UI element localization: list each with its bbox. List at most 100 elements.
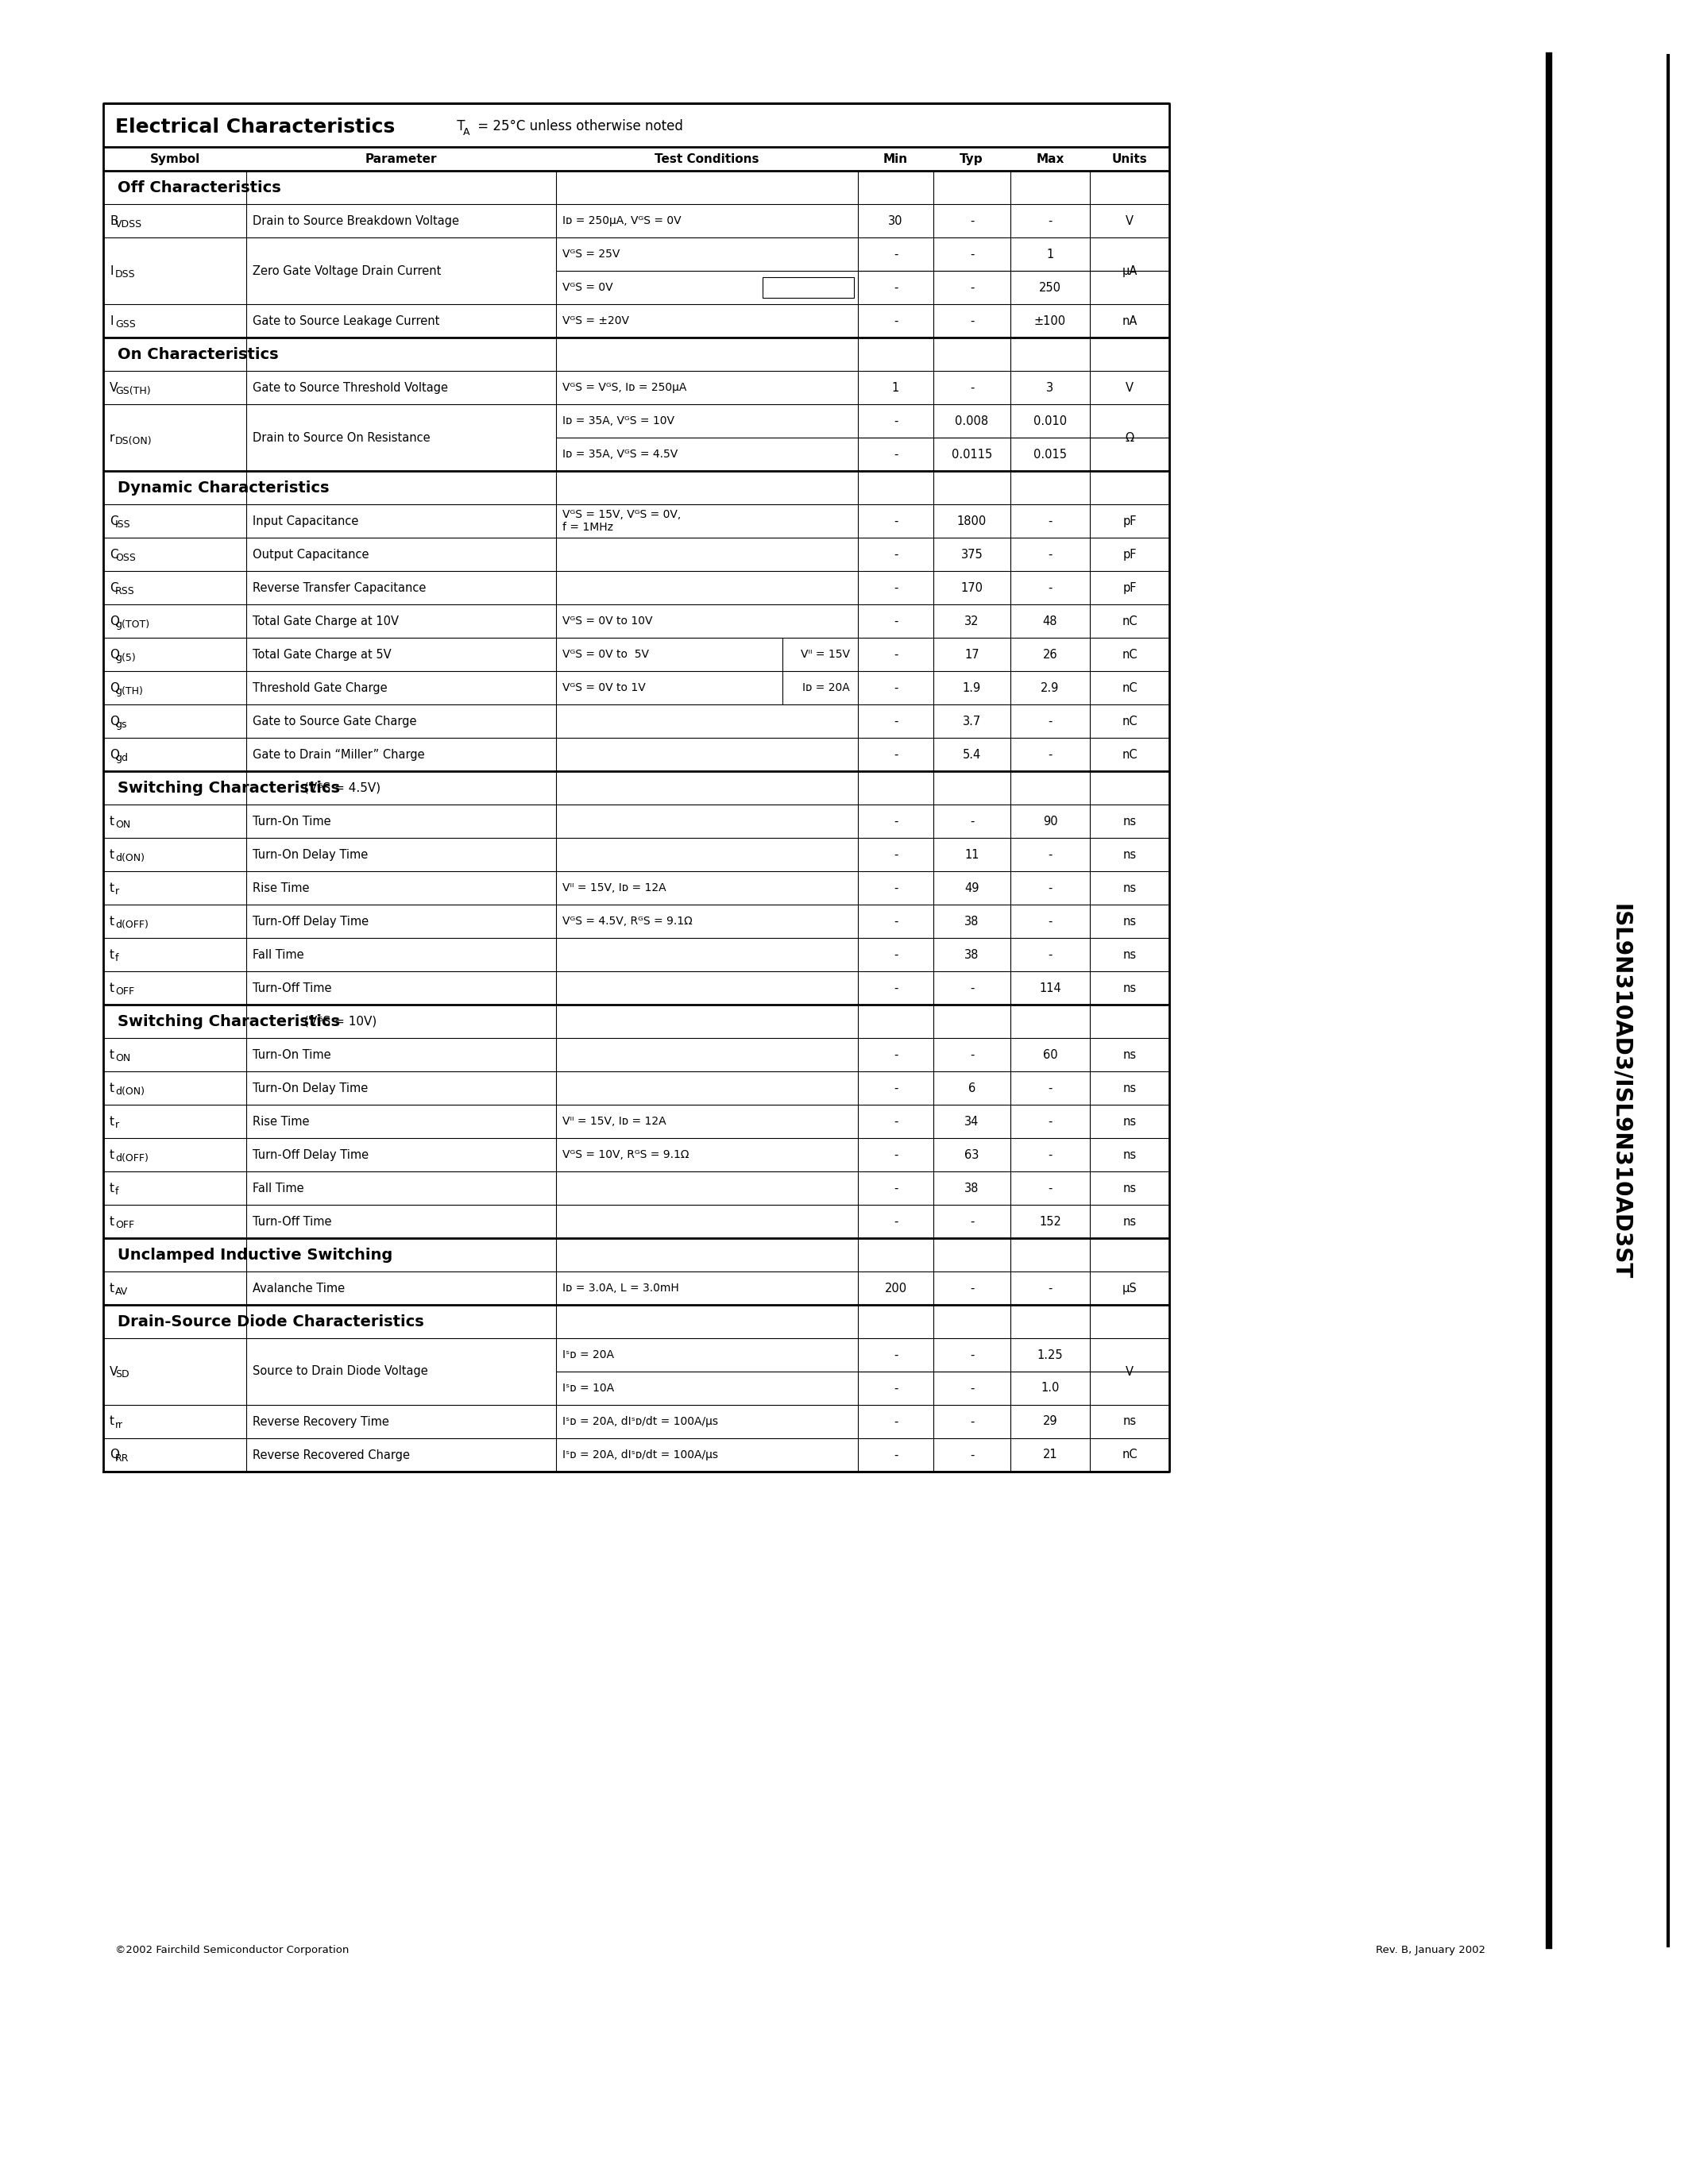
- Text: g(TH): g(TH): [115, 686, 143, 697]
- Text: -: -: [1048, 850, 1052, 860]
- Text: Q: Q: [110, 681, 120, 695]
- Text: nC: nC: [1123, 681, 1138, 695]
- Text: t: t: [110, 815, 115, 828]
- Text: Rise Time: Rise Time: [253, 1116, 309, 1127]
- Text: 38: 38: [964, 915, 979, 928]
- Text: t: t: [110, 850, 115, 860]
- Text: rr: rr: [115, 1420, 123, 1431]
- Text: Gate to Source Threshold Voltage: Gate to Source Threshold Voltage: [253, 382, 447, 393]
- Text: nC: nC: [1123, 616, 1138, 627]
- Text: ns: ns: [1123, 948, 1136, 961]
- Text: 152: 152: [1040, 1216, 1062, 1227]
- Text: On Characteristics: On Characteristics: [118, 347, 279, 363]
- Text: (VᴳS = 4.5V): (VᴳS = 4.5V): [300, 782, 380, 793]
- Text: VᴳS = 0V to 1V: VᴳS = 0V to 1V: [562, 681, 645, 692]
- Text: ns: ns: [1123, 1048, 1136, 1061]
- Text: d(OFF): d(OFF): [115, 919, 149, 930]
- Text: -: -: [893, 1182, 898, 1195]
- Text: Iᴅ = 35A, VᴳS = 10V: Iᴅ = 35A, VᴳS = 10V: [562, 415, 675, 426]
- Text: t: t: [110, 1116, 115, 1127]
- Text: ±100: ±100: [1035, 314, 1067, 328]
- Text: VᴳS = 4.5V, RᴳS = 9.1Ω: VᴳS = 4.5V, RᴳS = 9.1Ω: [562, 915, 692, 926]
- Text: 38: 38: [964, 948, 979, 961]
- Text: -: -: [893, 749, 898, 760]
- Text: Iˢᴅ = 10A: Iˢᴅ = 10A: [562, 1382, 614, 1393]
- Text: -: -: [893, 681, 898, 695]
- Text: Electrical Characteristics: Electrical Characteristics: [115, 118, 395, 138]
- Text: Iᴅ = 250μA, VᴳS = 0V: Iᴅ = 250μA, VᴳS = 0V: [562, 216, 682, 227]
- Text: g(TOT): g(TOT): [115, 618, 150, 629]
- Text: Turn-On Delay Time: Turn-On Delay Time: [253, 1081, 368, 1094]
- Text: μA: μA: [1123, 264, 1138, 277]
- Text: ON: ON: [115, 819, 130, 830]
- Text: 63: 63: [964, 1149, 979, 1160]
- Text: Max: Max: [1036, 153, 1063, 164]
- Text: V: V: [110, 1365, 118, 1378]
- Text: gd: gd: [115, 753, 128, 762]
- Text: t: t: [110, 1149, 115, 1160]
- Text: t: t: [110, 1081, 115, 1094]
- Text: -: -: [893, 850, 898, 860]
- Text: 250: 250: [1040, 282, 1062, 293]
- Text: Zero Gate Voltage Drain Current: Zero Gate Voltage Drain Current: [253, 264, 441, 277]
- Text: t: t: [110, 1415, 115, 1428]
- Text: VᴳS = ±20V: VᴳS = ±20V: [562, 314, 630, 325]
- Text: GSS: GSS: [115, 319, 135, 330]
- Text: C: C: [110, 515, 118, 526]
- Text: Switching Characteristics: Switching Characteristics: [118, 1013, 339, 1029]
- Text: 0.010: 0.010: [1033, 415, 1067, 426]
- Text: t: t: [110, 1182, 115, 1195]
- Text: 0.008: 0.008: [955, 415, 989, 426]
- Text: V: V: [1126, 382, 1134, 393]
- Text: 48: 48: [1043, 616, 1057, 627]
- Text: Unclamped Inductive Switching: Unclamped Inductive Switching: [118, 1247, 393, 1262]
- Text: Turn-Off Time: Turn-Off Time: [253, 1216, 331, 1227]
- Text: -: -: [893, 515, 898, 526]
- Text: VᴳS = 0V to  5V: VᴳS = 0V to 5V: [562, 649, 648, 660]
- Text: Iˢᴅ = 20A, dIˢᴅ/dt = 100A/μs: Iˢᴅ = 20A, dIˢᴅ/dt = 100A/μs: [562, 1415, 717, 1426]
- Text: C: C: [110, 581, 118, 594]
- Text: nC: nC: [1123, 749, 1138, 760]
- Text: GS(TH): GS(TH): [115, 387, 150, 395]
- Text: 2.9: 2.9: [1041, 681, 1060, 695]
- Text: Iᴅ = 20A: Iᴅ = 20A: [802, 681, 851, 692]
- Text: ns: ns: [1123, 1149, 1136, 1160]
- Text: 0.015: 0.015: [1033, 448, 1067, 461]
- Text: Units: Units: [1112, 153, 1148, 164]
- Text: Iᴅ = 3.0A, L = 3.0mH: Iᴅ = 3.0A, L = 3.0mH: [562, 1282, 679, 1293]
- Text: f: f: [115, 1186, 118, 1197]
- Text: Vᴵᴵ = 15V: Vᴵᴵ = 15V: [800, 649, 851, 660]
- Text: 30: 30: [888, 214, 903, 227]
- Text: Q: Q: [110, 714, 120, 727]
- Text: Off Characteristics: Off Characteristics: [118, 179, 280, 194]
- Text: 200: 200: [885, 1282, 906, 1295]
- Text: 1800: 1800: [957, 515, 987, 526]
- Text: VDSS: VDSS: [115, 218, 142, 229]
- Text: VᴳS = 25V: VᴳS = 25V: [562, 249, 619, 260]
- Text: = 25°C unless otherwise noted: = 25°C unless otherwise noted: [473, 120, 684, 133]
- Text: f = 1MHz: f = 1MHz: [562, 522, 613, 533]
- Text: Gate to Source Leakage Current: Gate to Source Leakage Current: [253, 314, 439, 328]
- Text: pF: pF: [1123, 548, 1136, 561]
- Text: -: -: [893, 1081, 898, 1094]
- Text: -: -: [969, 1382, 974, 1393]
- Text: V: V: [110, 382, 118, 393]
- Text: -: -: [893, 616, 898, 627]
- Text: V: V: [1126, 1365, 1134, 1378]
- Text: VᴳS = 10V, RᴳS = 9.1Ω: VᴳS = 10V, RᴳS = 9.1Ω: [562, 1149, 689, 1160]
- Text: V: V: [1126, 214, 1134, 227]
- Text: r: r: [110, 432, 115, 443]
- Text: -: -: [893, 714, 898, 727]
- Text: B: B: [110, 214, 118, 227]
- Text: Switching Characteristics: Switching Characteristics: [118, 780, 339, 795]
- Text: Reverse Transfer Capacitance: Reverse Transfer Capacitance: [253, 581, 425, 594]
- Text: OFF: OFF: [115, 1219, 135, 1230]
- Text: 6: 6: [969, 1081, 976, 1094]
- Text: μS: μS: [1123, 1282, 1138, 1295]
- Text: g(5): g(5): [115, 653, 135, 662]
- Text: Total Gate Charge at 5V: Total Gate Charge at 5V: [253, 649, 392, 660]
- Text: 1: 1: [1047, 249, 1053, 260]
- Text: pF: pF: [1123, 581, 1136, 594]
- Text: -: -: [969, 1350, 974, 1361]
- Text: -: -: [893, 948, 898, 961]
